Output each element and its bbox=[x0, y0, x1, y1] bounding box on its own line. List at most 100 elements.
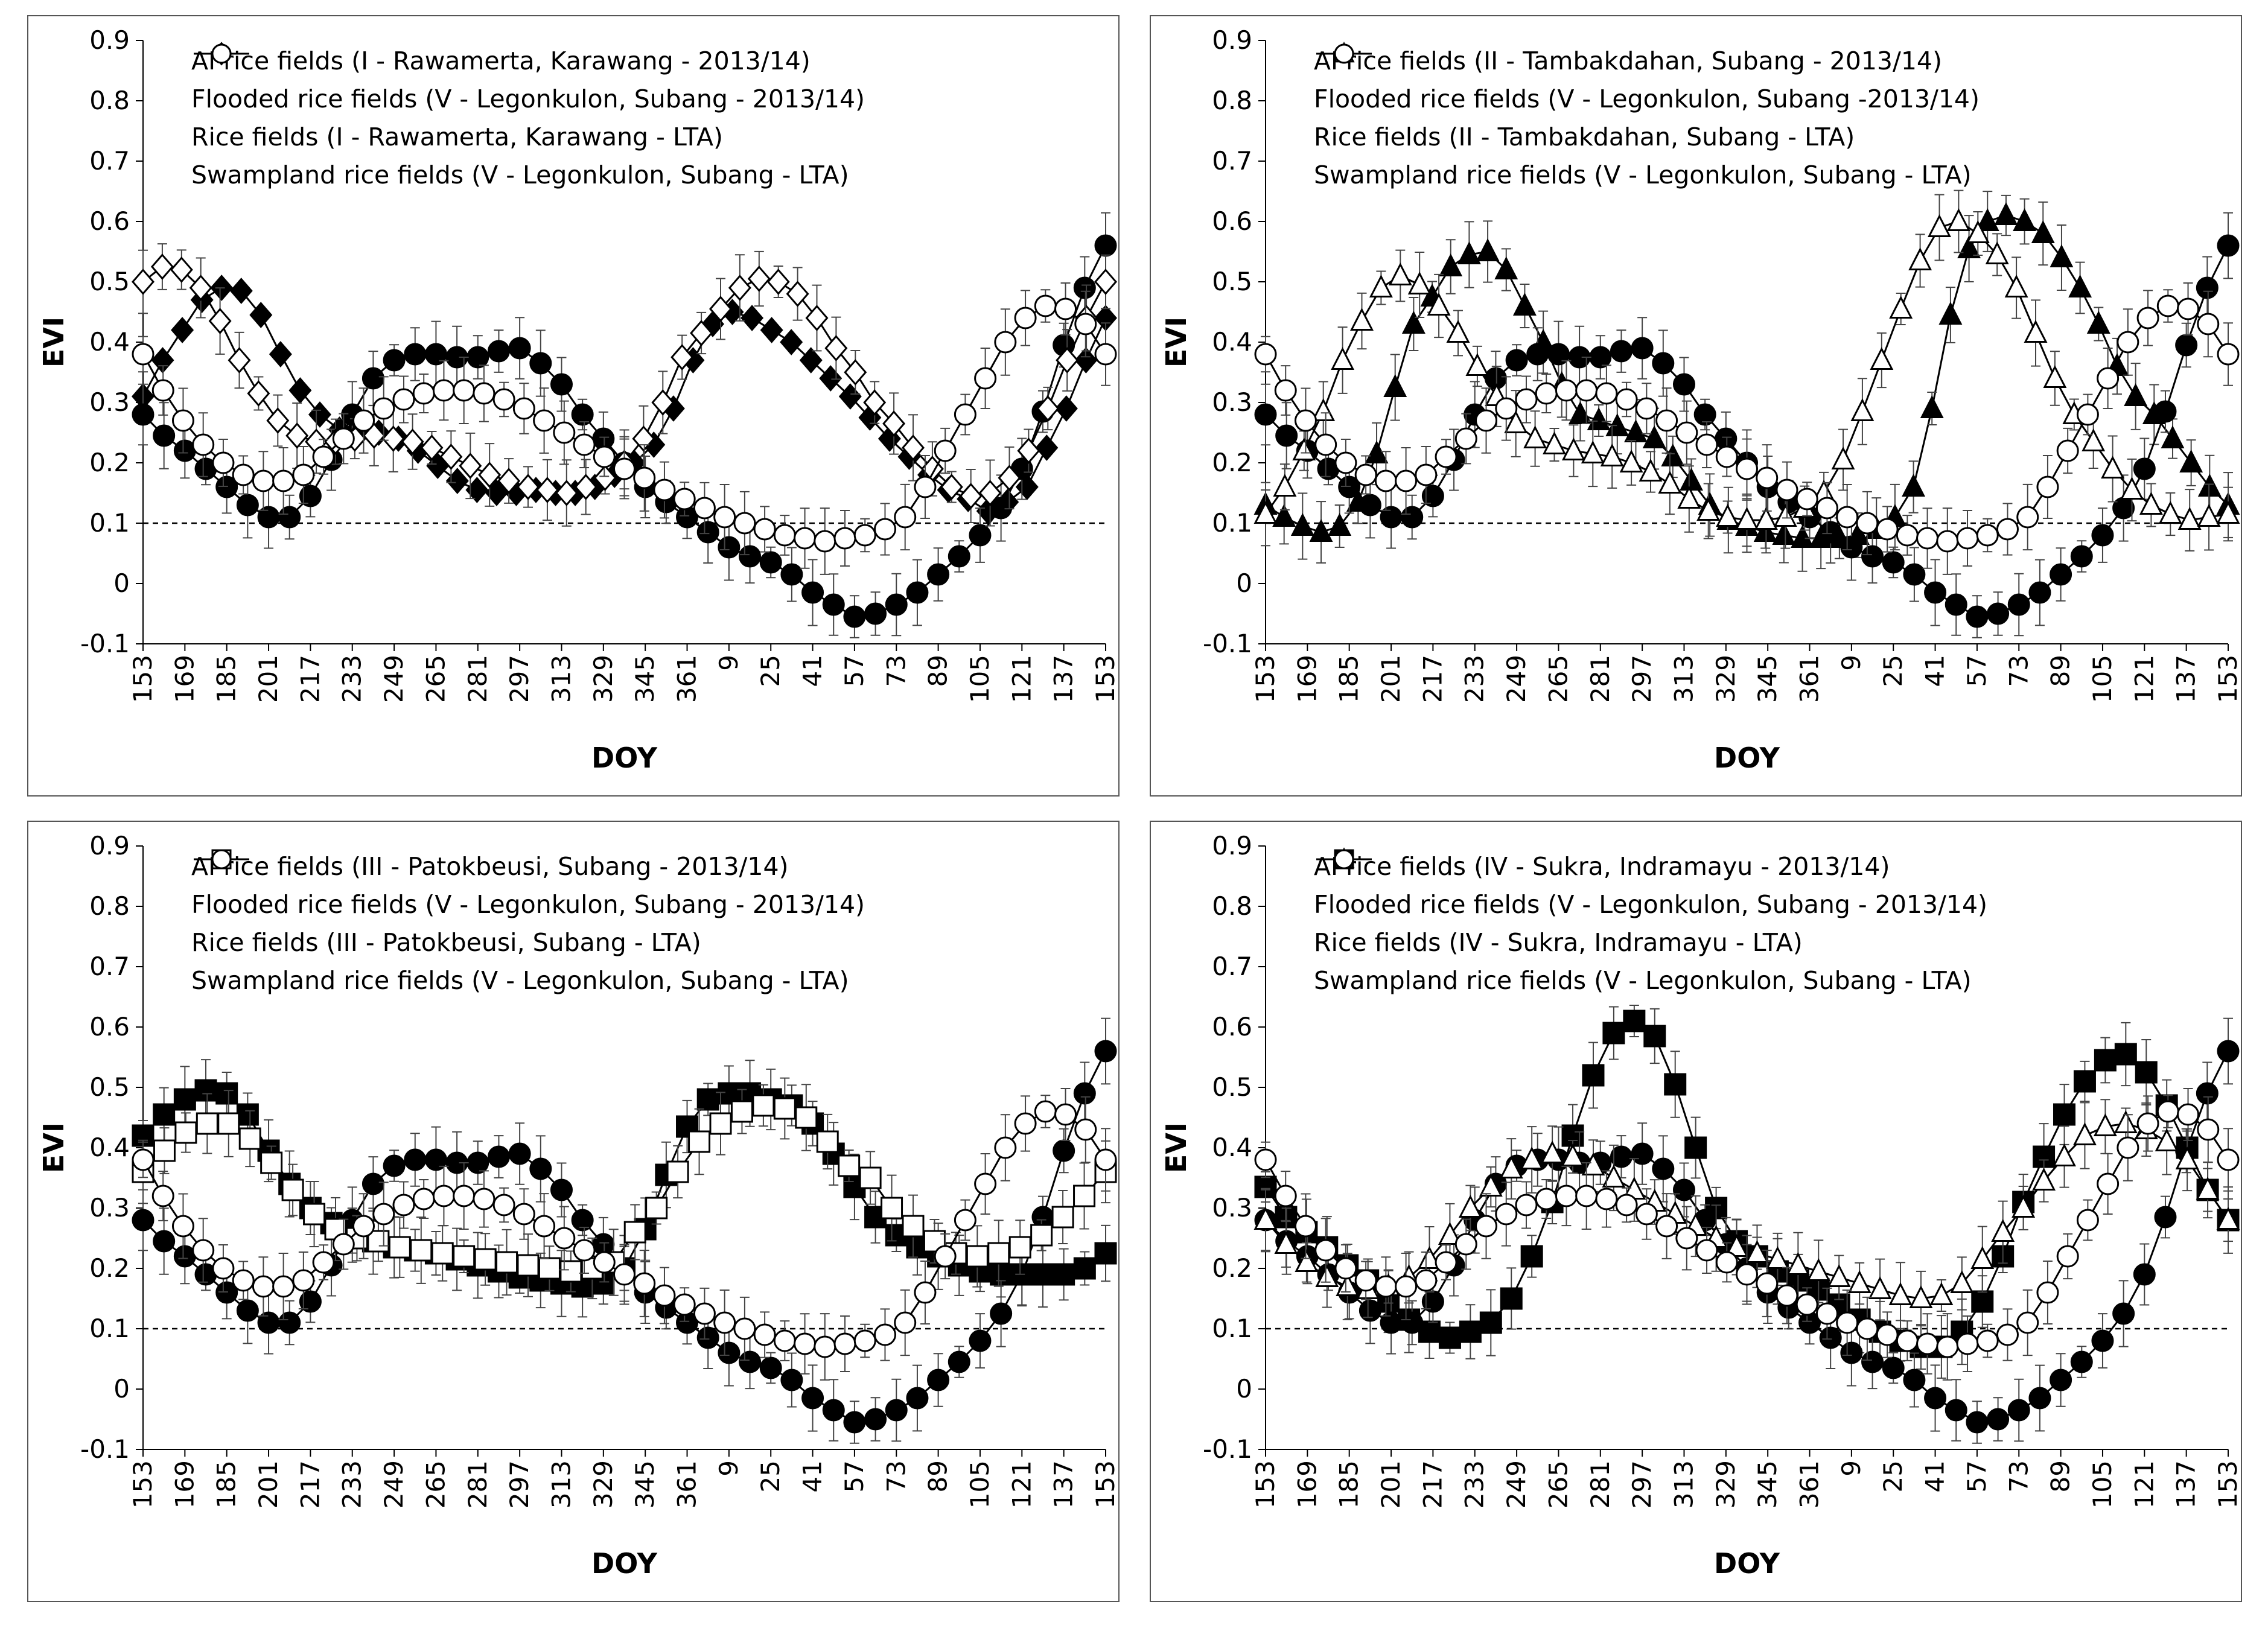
data-point bbox=[1438, 1326, 1461, 1349]
x-tick-label: 361 bbox=[1795, 655, 1824, 703]
data-point bbox=[1658, 471, 1682, 494]
data-point bbox=[1589, 346, 1612, 369]
x-tick-label: 297 bbox=[505, 655, 534, 703]
data-point bbox=[801, 581, 824, 604]
x-tick-label: 329 bbox=[588, 1460, 618, 1509]
data-point bbox=[653, 1284, 676, 1307]
data-point bbox=[632, 425, 655, 452]
data-point bbox=[853, 524, 876, 547]
data-point bbox=[153, 424, 176, 447]
x-tick-label: 265 bbox=[421, 655, 450, 703]
x-tick-label: 137 bbox=[2171, 1460, 2201, 1509]
legend-label: Rice fields (I - Rawamerta, Karawang - L… bbox=[191, 122, 724, 151]
data-point bbox=[150, 253, 174, 280]
data-point bbox=[1094, 343, 1117, 366]
data-point bbox=[292, 463, 315, 486]
data-point bbox=[1418, 1246, 1441, 1269]
data-point bbox=[1526, 343, 1549, 366]
legend-label: Rice fields (IV - Sukra, Indramayu - LTA… bbox=[1314, 927, 1803, 957]
y-tick-label: 0.6 bbox=[89, 1012, 130, 1041]
data-point bbox=[1985, 241, 2009, 264]
data-point bbox=[1515, 1194, 1538, 1216]
data-point bbox=[1331, 347, 1355, 370]
data-point bbox=[2177, 507, 2202, 530]
data-point bbox=[1523, 425, 1547, 448]
data-point bbox=[1966, 220, 1990, 243]
legend-entry: Flooded rice fields (V - Legonkulon, Sub… bbox=[1314, 43, 2231, 118]
data-point bbox=[278, 506, 301, 529]
y-tick-label: 0.5 bbox=[89, 1072, 130, 1102]
data-point bbox=[571, 403, 594, 426]
x-tick-label: 9 bbox=[1836, 1460, 1866, 1477]
x-tick-label: 89 bbox=[2046, 655, 2075, 687]
data-point bbox=[285, 422, 309, 449]
data-point bbox=[1504, 410, 1528, 433]
y-tick-label: 0.9 bbox=[1212, 25, 1252, 55]
data-point bbox=[474, 1248, 497, 1271]
x-tick-label: 41 bbox=[798, 655, 827, 687]
data-point bbox=[1008, 1236, 1031, 1259]
data-point bbox=[1753, 519, 1777, 542]
y-tick-label: 0.2 bbox=[89, 1253, 130, 1283]
data-point bbox=[739, 1350, 762, 1373]
data-point bbox=[718, 1341, 741, 1364]
data-point bbox=[1902, 474, 1926, 497]
y-axis-label: EVI bbox=[37, 317, 70, 367]
x-tick-label: 313 bbox=[546, 1460, 576, 1509]
data-point bbox=[1273, 474, 1297, 497]
data-point bbox=[332, 1233, 355, 1256]
data-point bbox=[1806, 1258, 1830, 1281]
data-point bbox=[1094, 1148, 1117, 1171]
data-point bbox=[1547, 343, 1570, 366]
data-point bbox=[1716, 504, 1740, 527]
data-point bbox=[535, 477, 559, 503]
data-point bbox=[236, 494, 259, 517]
data-point bbox=[1294, 409, 1317, 432]
data-point bbox=[633, 1272, 656, 1295]
data-point bbox=[733, 512, 756, 535]
data-point bbox=[1073, 1082, 1096, 1105]
x-tick-label: 361 bbox=[672, 655, 702, 703]
data-point bbox=[2196, 276, 2219, 299]
data-point bbox=[833, 527, 856, 550]
y-tick-label: 0.3 bbox=[89, 387, 130, 417]
data-point bbox=[1888, 1282, 1913, 1305]
data-point bbox=[574, 474, 597, 500]
data-point bbox=[741, 305, 764, 331]
data-point bbox=[1581, 1153, 1605, 1175]
data-point bbox=[1950, 1270, 1974, 1293]
data-point bbox=[1847, 1270, 1871, 1293]
data-point bbox=[1684, 1136, 1707, 1159]
data-point bbox=[1868, 1276, 1892, 1299]
legend-symbol bbox=[194, 849, 249, 870]
data-point bbox=[2024, 320, 2048, 343]
x-tick-label: 265 bbox=[421, 1460, 450, 1509]
data-point bbox=[1903, 1369, 1926, 1391]
x-tick-label: 25 bbox=[1878, 1460, 1908, 1492]
x-tick-label: 281 bbox=[1585, 1460, 1615, 1509]
data-point bbox=[1677, 486, 1701, 509]
data-point bbox=[838, 1154, 861, 1177]
data-point bbox=[571, 1209, 594, 1232]
data-point bbox=[1623, 1010, 1646, 1032]
x-tick-label: 345 bbox=[1753, 1460, 1782, 1509]
data-point bbox=[2154, 1206, 2177, 1229]
data-point bbox=[173, 439, 196, 462]
data-point bbox=[814, 1335, 836, 1358]
chart-panel-4: -0.1 0 0.1 0.2 0.3 0.4 0.5 0.6 0.7 0.8 0.9 153 169 18… bbox=[1150, 821, 2243, 1602]
data-point bbox=[1991, 1219, 2015, 1242]
data-point bbox=[773, 1329, 796, 1352]
data-point bbox=[894, 506, 917, 529]
y-tick-label: 0 bbox=[1236, 568, 1252, 598]
x-tick-label: 329 bbox=[1711, 1460, 1741, 1509]
x-tick-label: 185 bbox=[212, 655, 241, 703]
data-point bbox=[1334, 1257, 1357, 1280]
data-point bbox=[688, 1130, 711, 1153]
data-point bbox=[2112, 1302, 2135, 1325]
data-point bbox=[1074, 347, 1098, 374]
data-point bbox=[2028, 581, 2051, 604]
data-point bbox=[2073, 1070, 2096, 1093]
data-point bbox=[2004, 275, 2028, 297]
legend-1: AI rice fields (I - Rawamerta, Karawang … bbox=[191, 42, 1109, 194]
data-point bbox=[1336, 1273, 1360, 1296]
